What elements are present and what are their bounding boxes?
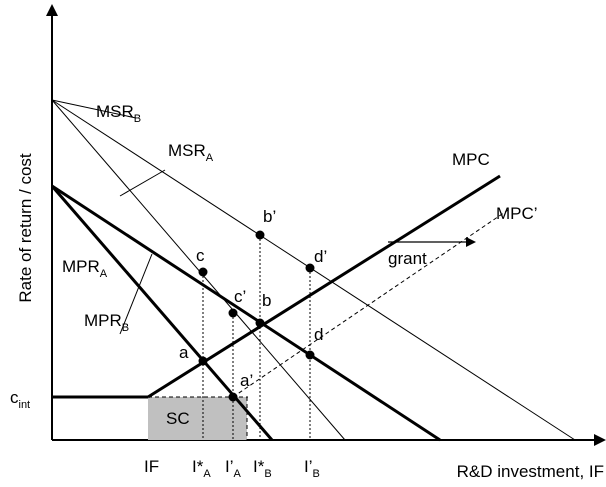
mpc-prime-label: MPC’ bbox=[496, 204, 538, 223]
msr-b-leader bbox=[51, 99, 137, 119]
point-d-label: d bbox=[314, 325, 323, 344]
sc-area bbox=[148, 397, 247, 440]
point-d-prime bbox=[305, 263, 315, 273]
x-axis-arrow-icon bbox=[594, 434, 606, 446]
point-b-prime bbox=[255, 230, 265, 240]
c-int-label: cint bbox=[10, 388, 30, 411]
point-a-label: a bbox=[179, 343, 189, 362]
point-d-prime-label: d’ bbox=[314, 247, 327, 266]
tick-label-i-prime-b: I’B bbox=[304, 457, 320, 480]
mpc-prime-curve bbox=[232, 209, 509, 398]
point-c-label: c bbox=[196, 246, 205, 265]
mpr-b-curve bbox=[51, 184, 441, 442]
mpr-b-label: MPRB bbox=[84, 311, 129, 334]
point-b-prime-label: b’ bbox=[263, 207, 276, 226]
sc-label: SC bbox=[166, 409, 190, 428]
msr-a-leader bbox=[119, 169, 166, 197]
msr-b-label: MSRB bbox=[96, 102, 141, 125]
mpc-label: MPC bbox=[452, 150, 490, 169]
y-axis-label: Rate of return / cost bbox=[16, 153, 35, 303]
point-c bbox=[198, 267, 208, 277]
mpr-leader bbox=[119, 253, 153, 335]
point-a-prime bbox=[228, 392, 238, 402]
point-c-prime-label: c’ bbox=[234, 287, 246, 306]
msr-a-curve bbox=[51, 99, 346, 441]
point-b-label: b bbox=[262, 291, 271, 310]
mpr-a-label: MPRA bbox=[62, 257, 108, 280]
point-d bbox=[305, 350, 315, 360]
y-axis-arrow-icon bbox=[46, 4, 58, 16]
point-c-prime bbox=[228, 308, 238, 318]
msr-a-label: MSRA bbox=[168, 141, 214, 164]
tick-label-i-star-a: I*A bbox=[192, 457, 211, 480]
point-a-prime-label: a’ bbox=[240, 371, 253, 390]
point-a bbox=[198, 356, 208, 366]
tick-label-i-star-b: I*B bbox=[253, 457, 272, 480]
tick-label-if: IF bbox=[144, 457, 159, 476]
point-b bbox=[255, 318, 265, 328]
grant-label: grant bbox=[388, 249, 427, 268]
tick-label-i-prime-a: I’A bbox=[225, 457, 242, 480]
x-axis-label: R&D investment, IF bbox=[457, 462, 604, 481]
